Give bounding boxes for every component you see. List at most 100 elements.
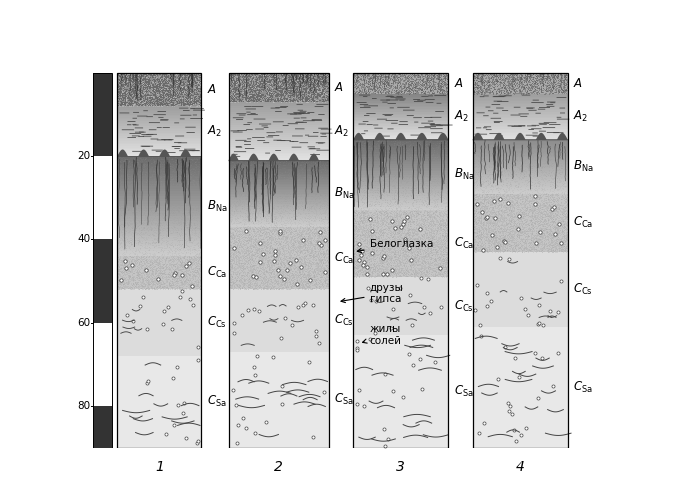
Point	[468, 73, 480, 81]
Point	[428, 232, 440, 240]
Point	[166, 284, 177, 292]
Point	[132, 185, 144, 193]
Point	[302, 178, 313, 186]
Point	[270, 80, 281, 88]
Point	[537, 208, 548, 216]
Point	[369, 218, 380, 226]
Point	[295, 239, 307, 247]
Point	[438, 221, 449, 229]
Point	[143, 257, 154, 265]
Point	[389, 88, 400, 96]
Point	[264, 79, 275, 87]
Point	[283, 176, 294, 184]
Point	[551, 246, 562, 255]
Point	[413, 266, 424, 274]
Point	[127, 247, 138, 255]
Point	[296, 266, 307, 274]
Point	[293, 86, 304, 94]
Point	[561, 222, 573, 230]
Point	[114, 166, 125, 174]
Point	[306, 229, 317, 237]
Point	[491, 78, 503, 87]
Point	[413, 266, 424, 274]
Point	[171, 260, 182, 268]
Point	[473, 174, 484, 182]
Point	[550, 246, 561, 254]
Point	[356, 186, 368, 194]
Point	[244, 255, 256, 263]
Point	[493, 204, 504, 212]
Point	[184, 260, 195, 268]
Point	[164, 257, 175, 265]
Point	[149, 174, 160, 182]
Point	[424, 220, 435, 228]
Point	[286, 246, 297, 254]
Point	[251, 279, 262, 287]
Point	[519, 77, 530, 85]
Point	[384, 270, 395, 278]
Point	[419, 272, 430, 280]
Point	[395, 83, 406, 92]
Point	[536, 238, 547, 246]
Point	[190, 280, 202, 288]
Point	[248, 73, 259, 81]
Point	[499, 85, 510, 93]
Point	[190, 208, 202, 216]
Point	[522, 203, 533, 211]
Point	[268, 203, 279, 211]
Point	[395, 209, 406, 217]
Point	[174, 285, 186, 293]
Point	[507, 224, 518, 232]
Point	[539, 185, 550, 193]
Point	[416, 149, 428, 157]
Point	[538, 205, 550, 213]
Point	[151, 258, 162, 266]
Point	[424, 265, 435, 273]
Point	[481, 199, 492, 207]
Point	[468, 243, 480, 252]
Point	[374, 86, 385, 94]
Point	[253, 283, 265, 291]
Point	[534, 76, 545, 85]
Point	[288, 279, 299, 287]
Bar	[118, 211, 202, 214]
Point	[140, 161, 151, 170]
Point	[270, 205, 281, 213]
Point	[389, 71, 400, 79]
Point	[228, 219, 239, 227]
Point	[352, 268, 363, 276]
Point	[259, 245, 270, 254]
Point	[152, 184, 163, 192]
Point	[395, 82, 406, 91]
Point	[237, 81, 248, 90]
Point	[305, 169, 316, 177]
Point	[533, 195, 544, 203]
Point	[128, 197, 139, 205]
Point	[470, 191, 482, 199]
Point	[289, 231, 300, 239]
Point	[237, 78, 248, 87]
Point	[239, 157, 250, 165]
Point	[372, 209, 383, 217]
Point	[559, 86, 570, 94]
Point	[273, 285, 284, 293]
Point	[469, 153, 480, 161]
Point	[169, 282, 181, 290]
Point	[288, 281, 300, 289]
Point	[556, 205, 567, 213]
Point	[129, 80, 140, 89]
Point	[392, 189, 403, 197]
Point	[411, 210, 422, 218]
Point	[375, 266, 386, 274]
Point	[410, 258, 421, 266]
Point	[486, 212, 498, 220]
Point	[524, 77, 535, 85]
Point	[145, 195, 156, 203]
Point	[377, 230, 388, 238]
Point	[276, 261, 287, 269]
Point	[312, 86, 323, 94]
Point	[244, 275, 255, 283]
Point	[547, 223, 558, 231]
Point	[238, 95, 249, 103]
Point	[224, 234, 235, 242]
